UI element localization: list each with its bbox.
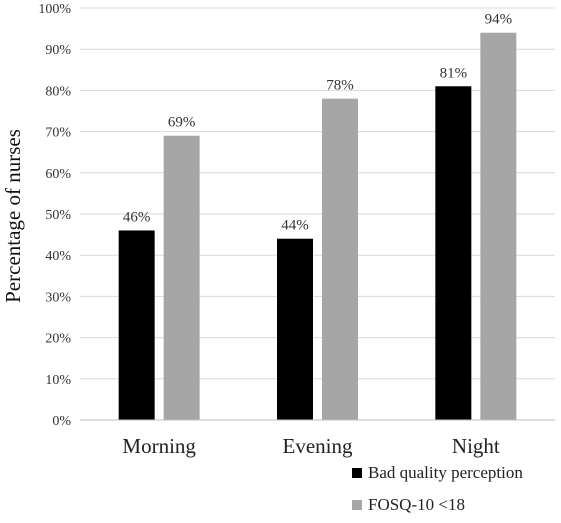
bar-night-series-1 [435,86,472,420]
x-category-label: Evening [283,434,353,458]
bar-evening-series-2 [322,98,358,420]
legend-swatch [352,500,362,510]
data-label: 46% [123,209,151,225]
legend-label: Bad quality perception [368,463,523,482]
legend: Bad quality perception FOSQ-10 <18 [352,463,523,514]
data-label: 94% [485,12,513,28]
bar-night-series-2 [480,32,517,420]
bars [118,32,517,420]
y-tick-label: 10% [45,373,71,388]
bar-evening-series-1 [277,238,313,420]
y-axis-ticks: 0% 10% 20% 30% 40% 50% 60% 70% 80% 90% 100% [38,2,71,429]
data-label: 81% [440,65,468,81]
y-tick-label: 90% [45,43,71,58]
data-label: 44% [281,218,309,234]
data-label: 78% [326,78,354,94]
legend-label: FOSQ-10 <18 [368,495,465,514]
x-category-label: Morning [122,434,196,458]
y-tick-label: 20% [45,332,71,347]
legend-swatch [352,468,362,478]
data-label: 69% [168,115,196,131]
bar-morning-series-1 [118,230,155,420]
y-tick-label: 100% [38,2,71,17]
x-axis-categories: Morning Evening Night [122,434,499,458]
y-tick-label: 60% [45,167,71,182]
gridlines [80,7,555,380]
y-tick-label: 50% [45,208,71,223]
y-tick-label: 30% [45,290,71,305]
y-tick-label: 40% [45,249,71,264]
x-category-label: Night [452,434,500,458]
y-axis-label: Percentage of nurses [1,129,25,303]
y-tick-label: 80% [45,84,71,99]
data-labels: 46% 69% 44% 78% 81% 94% [123,12,512,234]
y-tick-label: 0% [52,414,71,429]
y-tick-label: 70% [45,126,71,141]
bar-morning-series-2 [163,135,200,420]
